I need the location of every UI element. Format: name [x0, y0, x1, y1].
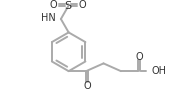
Text: O: O [50, 0, 58, 10]
Text: OH: OH [152, 66, 167, 76]
Text: S: S [65, 1, 72, 11]
Text: O: O [79, 0, 87, 10]
Text: O: O [136, 52, 143, 62]
Text: O: O [83, 81, 91, 91]
Text: HN: HN [41, 13, 56, 24]
